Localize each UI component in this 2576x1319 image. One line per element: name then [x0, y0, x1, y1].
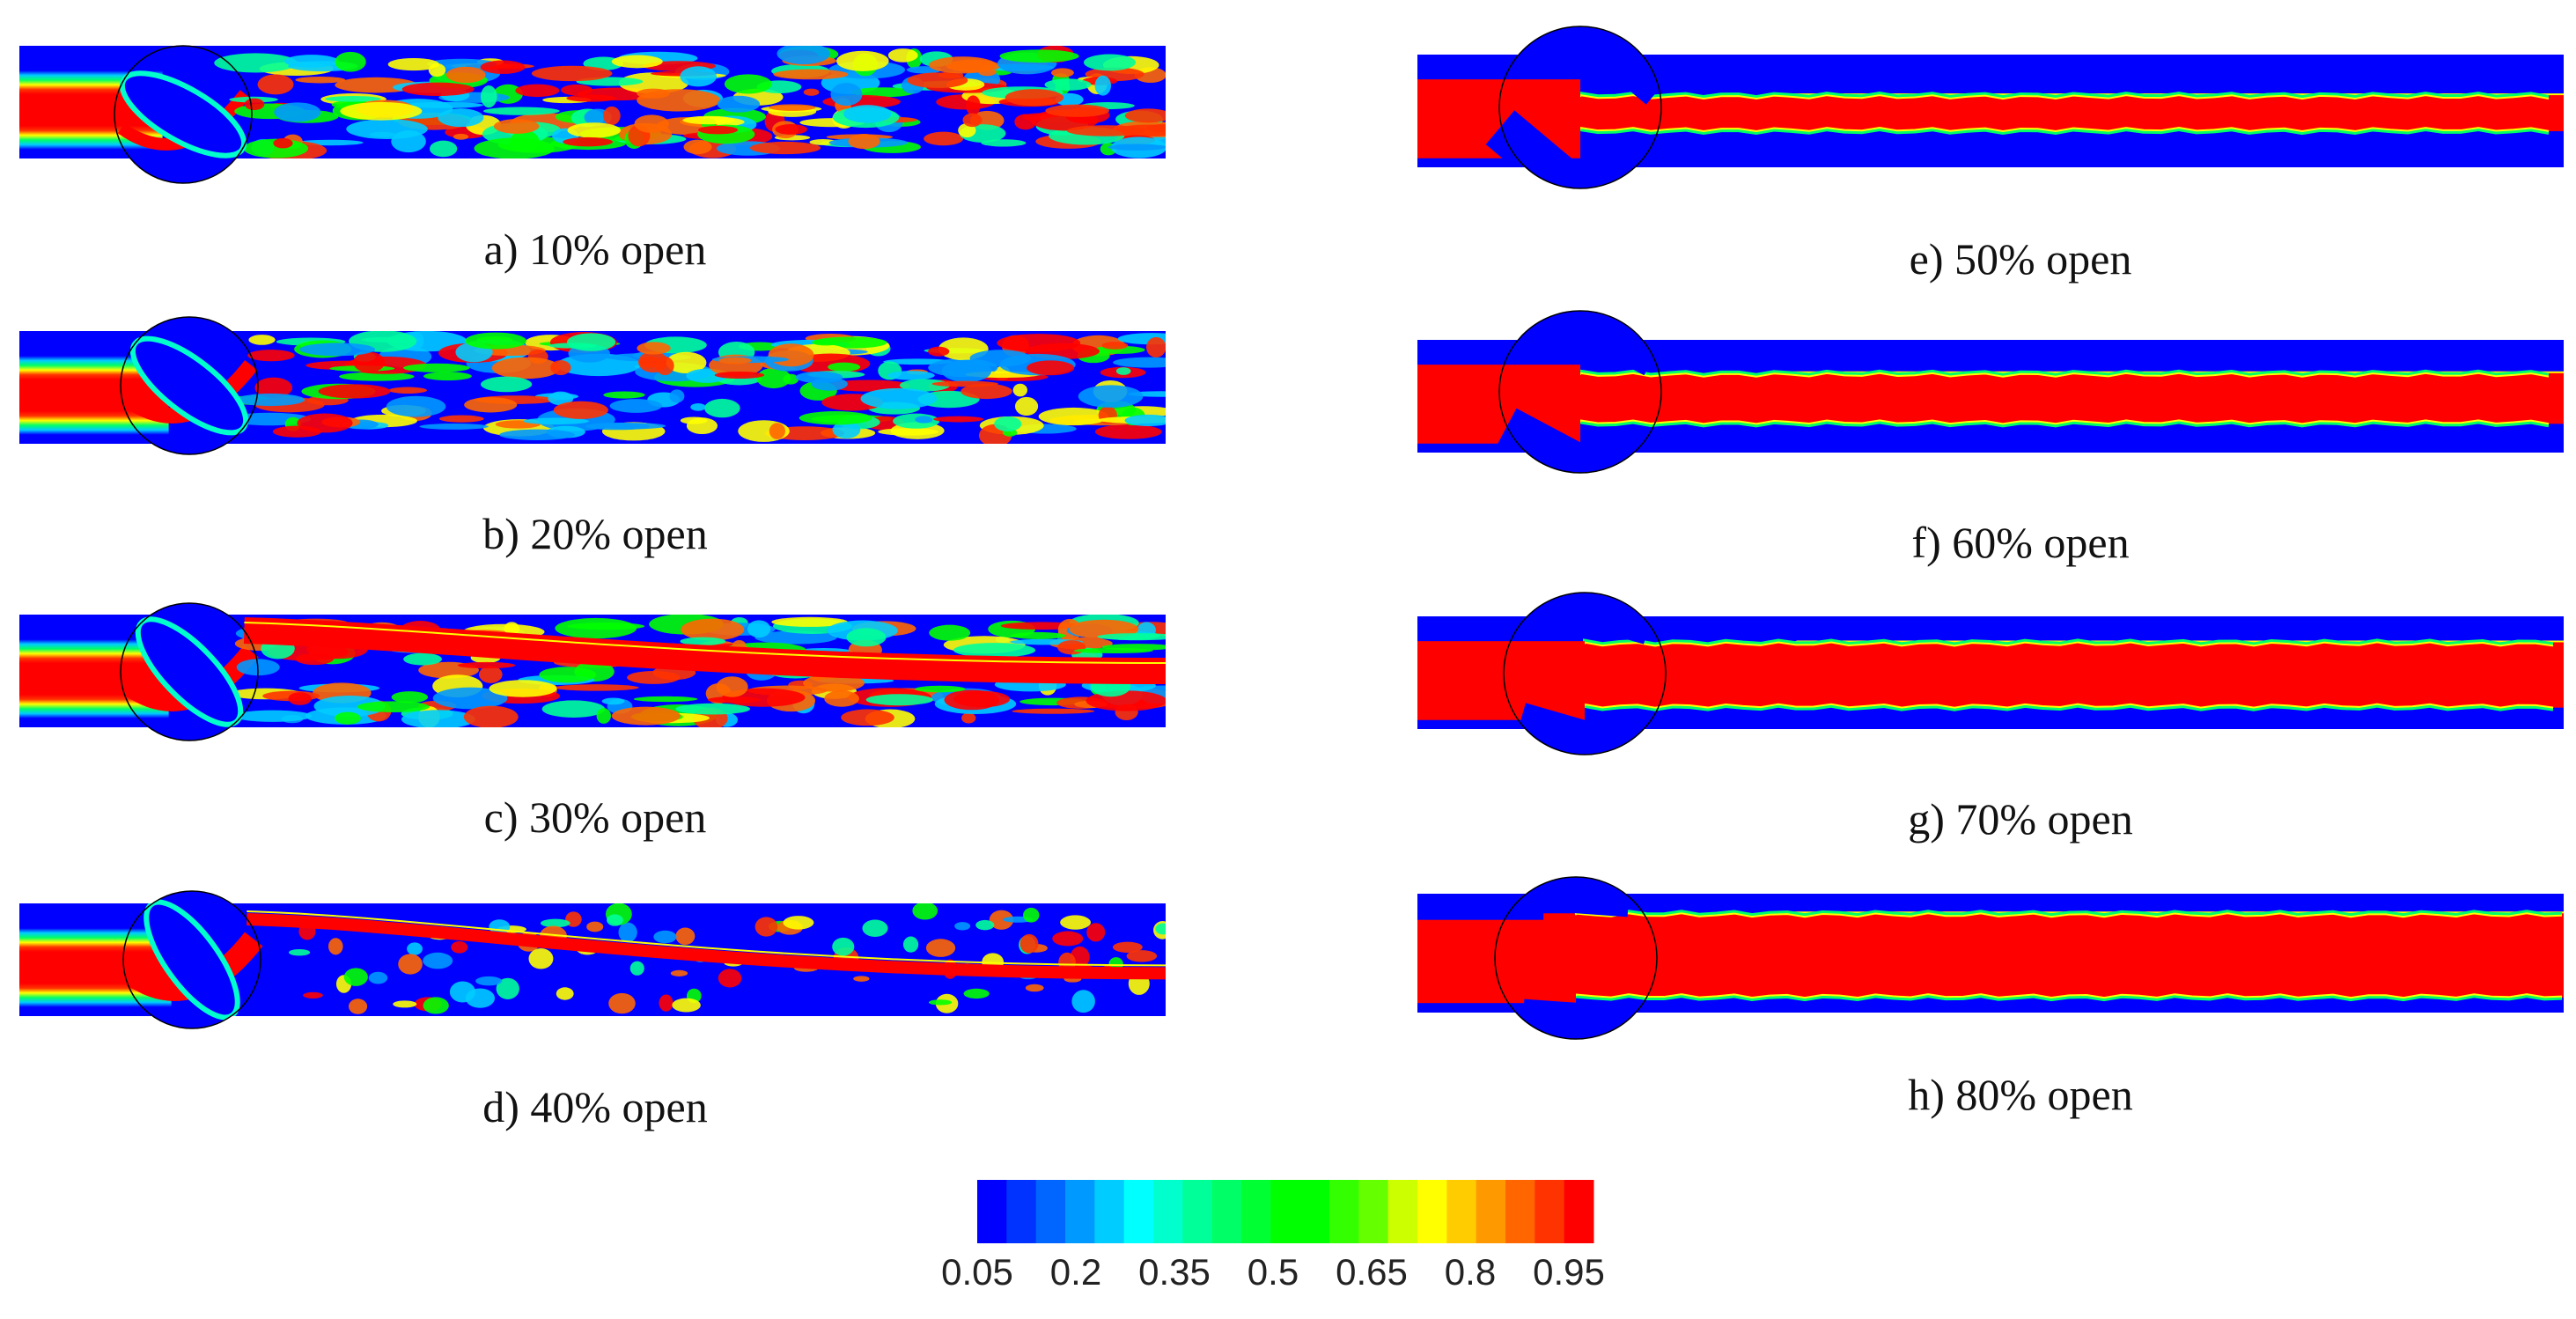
colorbar-band [1329, 1180, 1359, 1243]
caption-h: h) 80% open [1908, 1070, 2133, 1119]
colorbar-band [1065, 1180, 1095, 1243]
caption-g: g) 70% open [1908, 794, 2133, 844]
caption-e: e) 50% open [1909, 234, 2132, 284]
caption-a: a) 10% open [483, 225, 707, 274]
colorbar-band [1182, 1180, 1213, 1243]
colorbar-band [1270, 1180, 1301, 1243]
contour-panel-f [1417, 310, 2564, 474]
colorbar-band [977, 1180, 1007, 1243]
contour-panel-c [19, 602, 1166, 741]
colorbar-band [1564, 1180, 1594, 1243]
caption-f: f) 60% open [1911, 518, 2130, 567]
contour-panel-d [19, 890, 1166, 1029]
colorbar-band [1035, 1180, 1066, 1243]
colorbar-band [1153, 1180, 1183, 1243]
colorbar-tick-label: 0.05 [941, 1251, 1013, 1293]
colorbar-band [1387, 1180, 1418, 1243]
contour-panel-g [1417, 592, 2564, 755]
contour-panel-a [19, 45, 1166, 184]
colorbar-band [1505, 1180, 1535, 1243]
colorbar-tick-label: 0.8 [1444, 1251, 1497, 1293]
colorbar-band [1123, 1180, 1154, 1243]
colorbar-tick-label: 0.65 [1336, 1251, 1408, 1293]
colorbar-band [1006, 1180, 1037, 1243]
colorbar-tick-label: 0.2 [1049, 1251, 1102, 1293]
contour-panel-b [19, 316, 1166, 455]
colorbar-band [1476, 1180, 1506, 1243]
caption-c: c) 30% open [483, 792, 707, 842]
colorbar-tick-label: 0.35 [1138, 1251, 1211, 1293]
colorbar-tick-label: 0.5 [1247, 1251, 1299, 1293]
colorbar [977, 1180, 1594, 1243]
colorbar-band [1535, 1180, 1565, 1243]
colorbar-band [1241, 1180, 1271, 1243]
colorbar-band [1211, 1180, 1242, 1243]
colorbar-band [1417, 1180, 1447, 1243]
caption-d: d) 40% open [482, 1082, 708, 1131]
caption-b: b) 20% open [482, 509, 708, 558]
colorbar-band [1299, 1180, 1330, 1243]
contour-panel-e [1417, 26, 2564, 189]
contour-panel-h [1417, 876, 2564, 1040]
colorbar-band [1446, 1180, 1477, 1243]
colorbar-band [1358, 1180, 1389, 1243]
colorbar-band [1094, 1180, 1125, 1243]
colorbar-tick-label: 0.95 [1533, 1251, 1605, 1293]
